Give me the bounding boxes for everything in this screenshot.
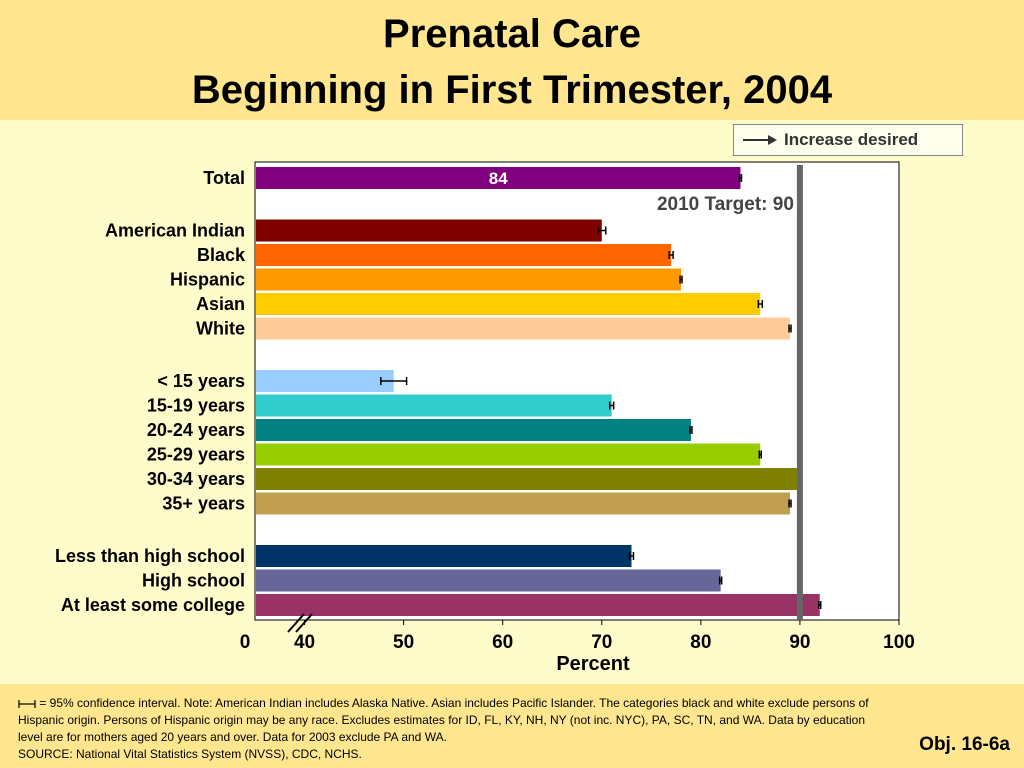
- target-line: [796, 165, 803, 620]
- bar: [256, 419, 691, 441]
- category-label: High school: [142, 571, 245, 591]
- category-label: Less than high school: [55, 546, 245, 566]
- footnote: = 95% confidence interval. Note: America…: [18, 695, 878, 763]
- category-label: 30-34 years: [147, 469, 245, 489]
- category-label: < 15 years: [157, 371, 245, 391]
- bar: [256, 468, 800, 490]
- objective-label: Obj. 16-6a: [919, 734, 1010, 755]
- category-label: Asian: [196, 294, 245, 314]
- x-tick-label: 100: [883, 632, 915, 653]
- category-label: 35+ years: [162, 494, 245, 514]
- bar: [256, 317, 791, 340]
- bar: [256, 219, 602, 242]
- category-label: 25-29 years: [147, 445, 245, 465]
- x-tick-label: 90: [789, 632, 810, 653]
- legend: Increase desired: [733, 124, 963, 156]
- x-tick-label: 40: [294, 632, 315, 653]
- x-tick-label: 0: [240, 632, 251, 653]
- data-label: 84: [489, 169, 508, 188]
- footnote-text: = 95% confidence interval. Note: America…: [18, 696, 869, 744]
- title-band: [0, 0, 1024, 120]
- axis-break-mark: [295, 613, 313, 633]
- bar: [256, 569, 721, 592]
- x-tick-label: 60: [492, 632, 513, 653]
- category-label: At least some college: [61, 595, 245, 615]
- bar: [256, 244, 672, 266]
- category-label: American Indian: [105, 221, 245, 241]
- category-label: Hispanic: [170, 270, 245, 290]
- bar: [256, 293, 761, 315]
- chart: Total 84 American Indian Black Hispanic Asian…: [55, 161, 915, 675]
- bar: [256, 167, 741, 189]
- category-label: Total: [203, 168, 245, 188]
- footer-band: [0, 684, 1024, 768]
- bar: [256, 370, 394, 392]
- bar: [256, 443, 761, 466]
- legend-label: Increase desired: [784, 130, 919, 149]
- bar: [256, 268, 682, 291]
- bar: [256, 545, 632, 567]
- bar: [256, 594, 820, 616]
- bar: [256, 492, 791, 515]
- category-label: White: [196, 319, 245, 339]
- chart-subtitle: Beginning in First Trimester, 2004: [191, 68, 833, 112]
- footnote-source: SOURCE: National Vital Statistics System…: [18, 747, 362, 761]
- axis-break-mark: [287, 613, 305, 633]
- category-label: 20-24 years: [147, 420, 245, 440]
- category-label: Black: [197, 245, 246, 265]
- right-arrow-icon: [743, 135, 777, 145]
- confidence-interval-icon: [18, 699, 36, 708]
- x-tick-label: 50: [393, 632, 414, 653]
- x-axis-title: Percent: [556, 653, 630, 675]
- x-tick-label: 80: [690, 632, 711, 653]
- x-tick-label: 70: [591, 632, 612, 653]
- bar: [256, 394, 612, 417]
- target-label: 2010 Target: 90: [657, 194, 794, 215]
- chart-title: Prenatal Care: [383, 12, 641, 56]
- category-label: 15-19 years: [147, 396, 245, 416]
